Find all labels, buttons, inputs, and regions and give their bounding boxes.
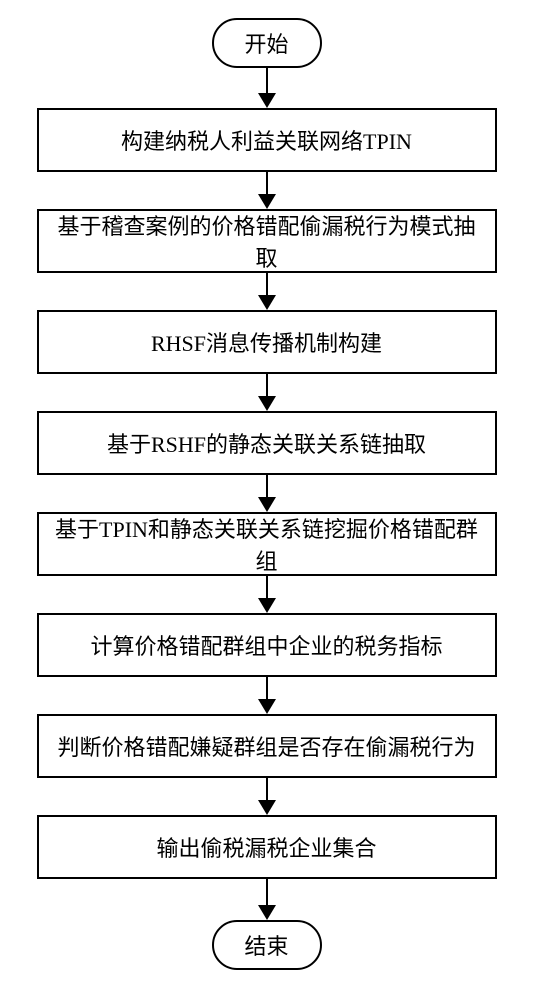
arrow-1 (258, 172, 276, 209)
arrow-0 (258, 68, 276, 108)
process-7: 判断价格错配嫌疑群组是否存在偷漏税行为 (37, 714, 497, 778)
process-2: 基于稽查案例的价格错配偷漏税行为模式抽取 (37, 209, 497, 273)
process-8: 输出偷税漏税企业集合 (37, 815, 497, 879)
process-1: 构建纳税人利益关联网络TPIN (37, 108, 497, 172)
arrow-3 (258, 374, 276, 411)
arrow-7 (258, 778, 276, 815)
process-8-label: 输出偷税漏税企业集合 (156, 831, 376, 863)
process-7-label: 判断价格错配嫌疑群组是否存在偷漏税行为 (57, 730, 475, 762)
arrow-4 (258, 475, 276, 512)
arrow-8 (258, 879, 276, 920)
process-1-label: 构建纳税人利益关联网络TPIN (121, 124, 412, 156)
process-3: RHSF消息传播机制构建 (37, 310, 497, 374)
process-6-label: 计算价格错配群组中企业的税务指标 (90, 629, 442, 661)
terminator-end: 结束 (212, 920, 322, 970)
arrow-5 (258, 576, 276, 613)
process-3-label: RHSF消息传播机制构建 (151, 326, 382, 358)
process-5: 基于TPIN和静态关联关系链挖掘价格错配群组 (37, 512, 497, 576)
arrow-6 (258, 677, 276, 714)
process-2-label: 基于稽查案例的价格错配偷漏税行为模式抽取 (49, 209, 485, 273)
arrow-2 (258, 273, 276, 310)
process-5-label: 基于TPIN和静态关联关系链挖掘价格错配群组 (49, 512, 485, 576)
terminator-start: 开始 (212, 18, 322, 68)
terminator-end-label: 结束 (244, 929, 288, 961)
process-6: 计算价格错配群组中企业的税务指标 (37, 613, 497, 677)
flowchart-canvas: 开始 构建纳税人利益关联网络TPIN 基于稽查案例的价格错配偷漏税行为模式抽取 … (0, 0, 533, 1000)
terminator-start-label: 开始 (244, 27, 288, 59)
process-4: 基于RSHF的静态关联关系链抽取 (37, 411, 497, 475)
process-4-label: 基于RSHF的静态关联关系链抽取 (107, 427, 426, 459)
